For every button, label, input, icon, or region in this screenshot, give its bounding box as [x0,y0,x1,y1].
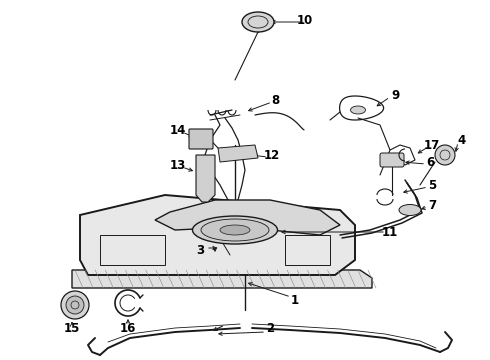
Text: 11: 11 [382,225,398,239]
Text: 5: 5 [428,179,436,192]
Ellipse shape [350,106,366,114]
Text: 15: 15 [64,321,80,334]
Text: 13: 13 [170,158,186,171]
Text: 12: 12 [264,149,280,162]
Polygon shape [155,200,340,235]
Circle shape [61,291,89,319]
Ellipse shape [220,225,250,235]
Text: 14: 14 [170,123,186,136]
FancyBboxPatch shape [189,129,213,149]
Text: 4: 4 [458,134,466,147]
Ellipse shape [242,12,274,32]
Polygon shape [80,195,355,275]
Text: 1: 1 [291,293,299,306]
Circle shape [66,296,84,314]
Text: 2: 2 [266,321,274,334]
Polygon shape [218,145,258,162]
Ellipse shape [399,204,421,216]
Circle shape [435,145,455,165]
Text: 10: 10 [297,14,313,27]
Text: 8: 8 [271,94,279,107]
Polygon shape [72,270,372,288]
FancyBboxPatch shape [380,153,404,167]
Ellipse shape [193,216,277,244]
Text: 16: 16 [120,321,136,334]
Text: 6: 6 [426,156,434,168]
Text: 9: 9 [391,89,399,102]
Polygon shape [196,155,215,202]
Ellipse shape [201,219,269,241]
Text: 3: 3 [196,243,204,257]
Text: 7: 7 [428,198,436,212]
Text: 17: 17 [424,139,440,152]
